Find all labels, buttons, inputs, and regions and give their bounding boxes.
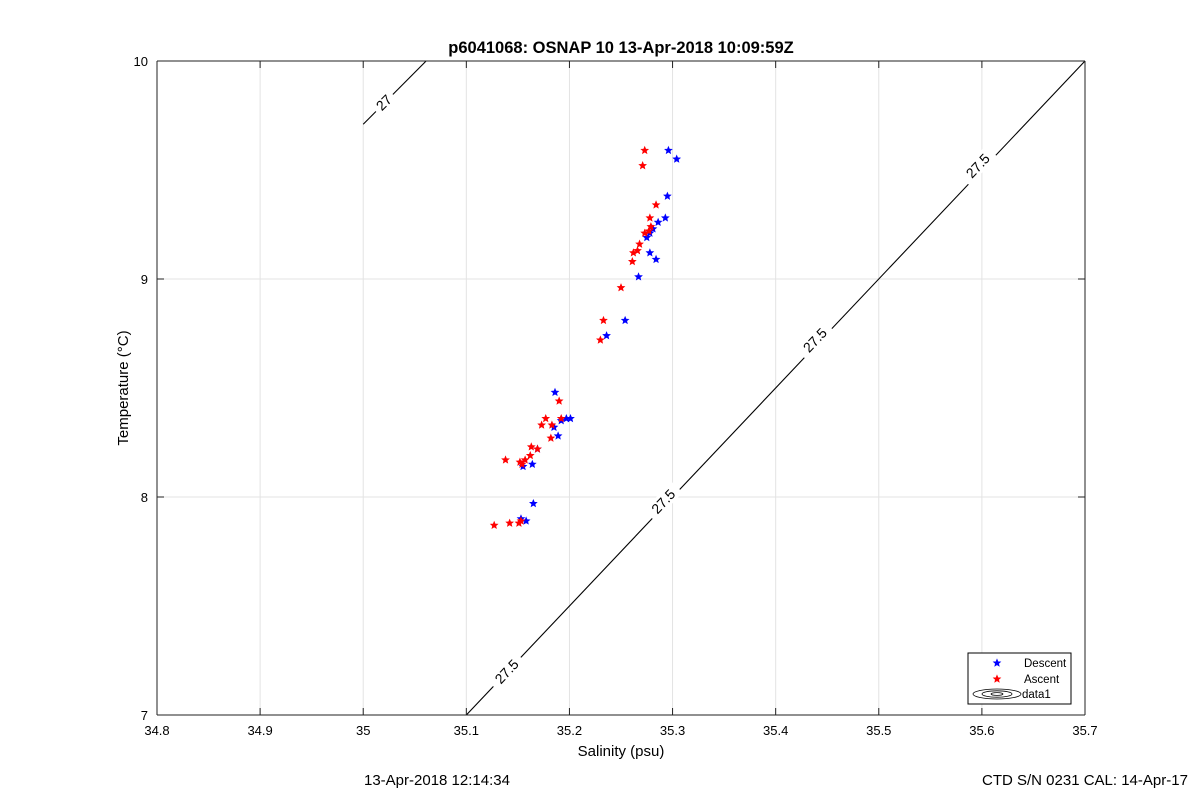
ascent-point	[629, 248, 638, 257]
x-tick-label: 35	[356, 723, 370, 738]
x-tick-label: 34.9	[247, 723, 272, 738]
descent-point	[634, 272, 643, 281]
ascent-point	[546, 433, 556, 442]
x-tick-label: 35.4	[763, 723, 788, 738]
legend-descent-label: Descent	[1024, 658, 1067, 670]
descent-point	[602, 331, 611, 340]
descent-point	[651, 254, 661, 264]
y-tick-label: 9	[141, 272, 148, 287]
y-tick-label: 8	[141, 490, 148, 505]
legend-descent-marker	[992, 658, 1002, 667]
ascent-point	[537, 420, 546, 429]
y-tick-label: 7	[141, 708, 148, 723]
chart-title: p6041068: OSNAP 10 13-Apr-2018 10:09:59Z	[448, 39, 793, 57]
x-tick-label: 35.1	[454, 723, 479, 738]
descent-point	[642, 232, 652, 242]
descent-point	[620, 315, 630, 325]
ascent-point	[616, 283, 626, 292]
y-axis-label: Temperature (°C)	[115, 330, 132, 445]
descent-point	[645, 248, 655, 257]
density-contour-line	[362, 60, 427, 125]
ascent-point	[526, 442, 536, 451]
descent-point	[660, 213, 670, 222]
ascent-point	[514, 518, 524, 527]
descent-point	[566, 413, 575, 423]
ascent-point	[645, 213, 655, 222]
legend: Descent Ascent data1	[967, 652, 1072, 705]
ascent-point	[489, 520, 499, 530]
axes-frame	[156, 60, 1086, 716]
ascent-point	[627, 256, 637, 266]
y-tick-label: 10	[134, 54, 148, 69]
x-tick-label: 35.3	[660, 723, 685, 738]
descent-point	[663, 191, 672, 200]
x-tick-label: 34.8	[144, 723, 169, 738]
ascent-point	[556, 413, 566, 423]
x-tick-label: 35.2	[557, 723, 582, 738]
x-tick-label: 35.6	[969, 723, 994, 738]
legend-data1-label: data1	[1022, 689, 1051, 701]
descent-point	[527, 459, 537, 469]
ascent-point	[547, 420, 557, 429]
legend-ascent-marker	[992, 674, 1002, 683]
ascent-point	[596, 335, 605, 344]
ascent-point	[501, 455, 510, 464]
descent-point	[664, 145, 673, 155]
plot-area	[157, 61, 1085, 715]
ascent-point	[554, 396, 564, 405]
ticks: 34.8 34.9 35 35.1 35.2 35.3 35.4 35.5 35.6 35.7 7 8…	[134, 54, 1098, 738]
ascent-point	[505, 518, 514, 527]
ascent-point	[635, 239, 644, 248]
ascent-point	[541, 413, 551, 423]
ascent-point	[533, 444, 542, 453]
descent-point	[653, 217, 663, 227]
footer-timestamp: 13-Apr-2018 12:14:34	[364, 772, 510, 789]
legend-contour-icon	[972, 688, 1022, 700]
legend-ascent-label: Ascent	[1024, 674, 1060, 686]
descent-point	[553, 431, 563, 440]
descent-point	[550, 387, 560, 397]
ascent-point	[640, 228, 650, 237]
x-tick-label: 35.5	[866, 723, 891, 738]
descent-point	[528, 498, 538, 508]
ascent-point	[599, 315, 608, 325]
descent-point	[672, 154, 682, 163]
footer-ctd-info: CTD S/N 0231 CAL: 14-Apr-17	[982, 772, 1188, 789]
ascent-point	[525, 450, 535, 460]
data-points	[489, 145, 682, 530]
ascent-point	[517, 459, 527, 469]
legend-descent-star	[992, 658, 1002, 667]
legend-ascent-star	[992, 674, 1002, 683]
x-tick-label: 35.7	[1072, 723, 1097, 738]
ascent-point	[638, 161, 648, 170]
ascent-point	[651, 200, 661, 209]
ascent-point	[640, 145, 650, 155]
x-axis-label: Salinity (psu)	[578, 743, 665, 760]
